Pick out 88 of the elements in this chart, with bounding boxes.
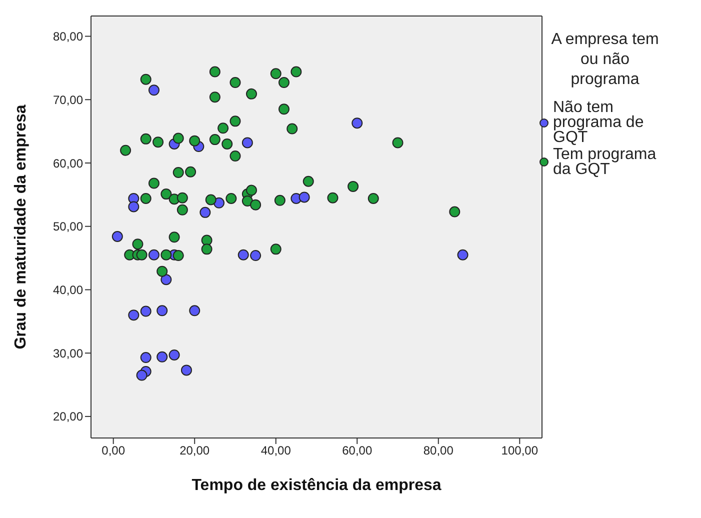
point <box>368 192 379 204</box>
point <box>160 249 172 260</box>
point <box>176 192 188 204</box>
point <box>327 192 338 204</box>
legend-label: Não tem programa de GQT <box>553 99 645 146</box>
legend-label: Tem programa da GQT <box>553 146 658 178</box>
point <box>120 144 132 156</box>
point <box>290 66 302 78</box>
point <box>209 66 220 78</box>
point <box>250 250 262 262</box>
point <box>172 167 184 178</box>
point <box>270 68 282 80</box>
y-tick-label: 70,00 <box>52 92 84 107</box>
point <box>274 194 286 206</box>
point <box>392 137 404 148</box>
point <box>205 194 216 206</box>
point <box>112 231 123 242</box>
point <box>189 305 200 316</box>
point <box>172 250 184 262</box>
x-tick-label: 40,00 <box>260 444 292 458</box>
point <box>302 176 314 187</box>
point <box>348 180 359 192</box>
x-tick-label: 60,00 <box>342 444 372 458</box>
point <box>180 364 192 376</box>
point <box>270 244 282 255</box>
point <box>200 206 211 218</box>
x-tick-label: 20,00 <box>180 444 210 458</box>
point <box>230 77 241 88</box>
point <box>286 123 298 134</box>
point <box>352 118 363 129</box>
point <box>457 249 468 260</box>
point <box>168 349 180 360</box>
point <box>242 137 253 148</box>
point <box>246 88 257 100</box>
point <box>168 232 180 243</box>
point <box>140 352 152 364</box>
y-tick-label: 80,00 <box>52 30 84 44</box>
point <box>213 197 224 208</box>
x-axis-title: Tempo de existência da empresa <box>192 477 442 494</box>
point <box>136 249 148 260</box>
point <box>140 133 152 144</box>
point <box>201 244 212 255</box>
point <box>156 305 168 316</box>
point <box>148 178 160 189</box>
point <box>148 249 160 260</box>
point <box>246 184 257 196</box>
point <box>172 132 184 144</box>
point <box>132 238 144 250</box>
point <box>160 188 172 200</box>
point <box>238 249 249 260</box>
point <box>242 196 253 207</box>
point <box>128 201 140 212</box>
point <box>230 116 241 127</box>
point <box>189 135 200 146</box>
y-tick-label: 60,00 <box>52 156 84 170</box>
point <box>160 274 172 286</box>
point <box>185 166 196 178</box>
point <box>209 134 220 146</box>
point <box>250 199 262 210</box>
point <box>449 206 460 218</box>
y-tick-label: 40,00 <box>52 282 84 297</box>
point <box>230 150 241 162</box>
point <box>140 74 152 85</box>
point <box>209 92 220 103</box>
point <box>148 84 160 96</box>
point <box>140 306 152 317</box>
point <box>278 77 290 88</box>
point <box>136 370 148 381</box>
x-tick-label: 100,00 <box>501 444 538 458</box>
point <box>278 104 290 115</box>
point <box>156 351 168 362</box>
x-tick-label: 80,00 <box>423 444 454 458</box>
x-tick-label: 0,00 <box>102 444 126 458</box>
point <box>152 136 164 148</box>
y-axis-title: Grau de maturidade da empresa <box>12 104 30 350</box>
point <box>140 192 152 204</box>
y-tick-label: 30,00 <box>52 346 84 360</box>
y-tick-label: 20,00 <box>52 410 84 424</box>
legend-title: A empresa tem ou não programa <box>550 30 660 90</box>
point <box>176 204 188 216</box>
point <box>222 138 233 150</box>
point <box>218 122 229 134</box>
point <box>128 310 140 321</box>
point <box>156 266 168 277</box>
point <box>226 192 237 204</box>
point <box>298 192 310 203</box>
y-tick-label: 50,00 <box>52 220 84 234</box>
point <box>201 234 212 246</box>
